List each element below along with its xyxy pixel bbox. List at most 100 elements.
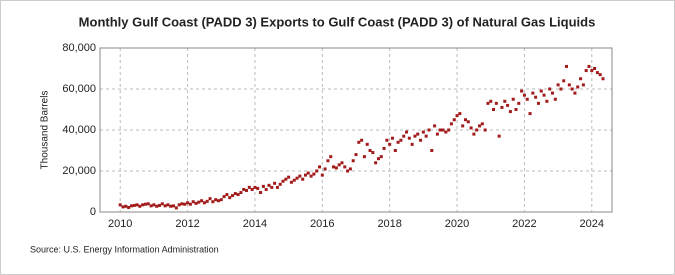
marker: [250, 187, 254, 191]
marker: [388, 142, 392, 146]
marker: [590, 69, 594, 73]
marker: [315, 169, 319, 173]
marker: [233, 192, 237, 196]
marker: [172, 204, 176, 208]
marker: [424, 134, 428, 138]
marker: [593, 67, 597, 70]
marker: [216, 199, 220, 203]
marker: [309, 174, 313, 178]
marker: [472, 132, 476, 136]
marker: [188, 202, 192, 206]
marker: [326, 159, 330, 163]
marker: [559, 87, 563, 91]
marker: [245, 188, 249, 192]
marker: [444, 130, 448, 134]
marker: [452, 118, 456, 122]
marker: [278, 182, 282, 186]
marker: [517, 101, 521, 105]
y-tick-label: 0: [90, 206, 96, 218]
marker: [480, 122, 484, 126]
marker: [565, 64, 569, 68]
y-tick-label: 60,000: [62, 83, 96, 95]
marker: [298, 174, 302, 178]
marker: [584, 69, 588, 73]
marker: [573, 91, 577, 95]
x-tick-label: 2018: [377, 218, 401, 230]
marker: [214, 198, 218, 202]
marker: [219, 198, 223, 202]
marker: [550, 91, 554, 95]
marker: [287, 175, 291, 179]
marker: [489, 99, 493, 103]
marker: [138, 204, 142, 208]
marker: [169, 204, 173, 208]
marker: [430, 149, 434, 152]
marker: [376, 157, 380, 161]
marker: [534, 95, 538, 99]
marker: [542, 93, 546, 97]
marker: [135, 203, 139, 207]
marker: [463, 118, 467, 122]
marker: [343, 165, 347, 169]
marker: [579, 77, 583, 81]
marker: [528, 112, 532, 116]
marker: [402, 134, 406, 138]
x-tick-label: 2012: [175, 218, 199, 230]
marker: [556, 83, 560, 87]
marker: [508, 110, 512, 114]
marker: [455, 114, 459, 118]
marker: [166, 203, 170, 207]
x-tick-label: 2020: [445, 218, 469, 230]
marker: [581, 83, 585, 87]
marker: [264, 187, 268, 191]
marker: [497, 134, 501, 138]
marker: [368, 149, 372, 152]
marker: [385, 138, 389, 142]
marker: [503, 99, 507, 103]
marker: [121, 205, 125, 209]
marker: [576, 85, 580, 89]
plot-border: [99, 47, 613, 213]
marker: [329, 155, 333, 159]
marker: [253, 185, 257, 189]
marker: [222, 195, 226, 199]
marker: [284, 177, 288, 181]
marker: [525, 97, 529, 101]
marker: [208, 197, 212, 201]
marker: [405, 130, 409, 134]
marker: [259, 191, 263, 195]
marker: [149, 204, 153, 208]
marker: [469, 126, 473, 130]
marker: [242, 187, 246, 191]
marker: [348, 167, 352, 171]
source: Source: U.S. Energy Information Administ…: [30, 244, 219, 254]
marker: [486, 101, 490, 105]
marker: [531, 91, 535, 95]
marker: [570, 87, 574, 91]
marker: [514, 108, 518, 111]
chart-title: Monthly Gulf Coast (PADD 3) Exports to G…: [79, 14, 596, 29]
marker: [180, 202, 184, 206]
marker: [163, 204, 167, 208]
x-tick-label: 2014: [243, 218, 267, 230]
marker: [141, 203, 145, 207]
marker: [301, 177, 305, 181]
marker: [435, 132, 439, 136]
marker: [562, 79, 566, 83]
marker: [539, 89, 543, 93]
marker: [155, 204, 159, 208]
marker: [371, 151, 375, 155]
marker: [132, 203, 136, 207]
marker: [390, 136, 394, 140]
marker: [506, 103, 510, 107]
marker: [146, 202, 150, 206]
marker: [230, 194, 234, 198]
marker: [421, 130, 425, 134]
marker: [183, 202, 187, 206]
marker: [466, 120, 470, 124]
marker: [379, 155, 383, 159]
marker: [158, 203, 162, 207]
marker: [261, 184, 265, 188]
